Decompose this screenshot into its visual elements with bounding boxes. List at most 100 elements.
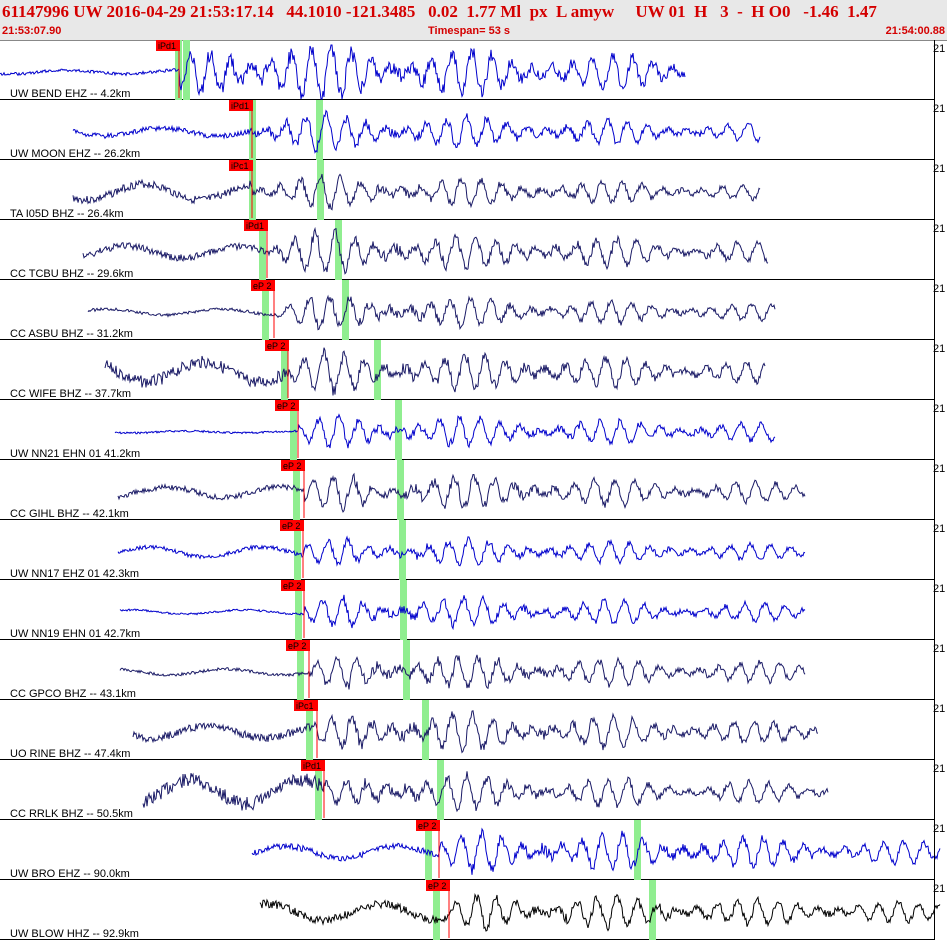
station-label: TA I05D BHZ -- 26.4km — [10, 208, 124, 220]
trace-row[interactable]: iPd1 CC TCBU BHZ -- 29.6km 21 — [0, 220, 945, 280]
pick-flag[interactable] — [275, 400, 299, 411]
trace-row[interactable]: iPc1 UO RINE BHZ -- 47.4km 21 — [0, 700, 945, 760]
station-label: CC GPCO BHZ -- 43.1km — [10, 688, 136, 700]
pick-label: eP 2 — [253, 281, 271, 291]
station-label: UW NN17 EHZ 01 42.3km — [10, 568, 139, 580]
waveform — [132, 710, 819, 754]
waveform — [117, 472, 806, 513]
station-label: UW MOON EHZ -- 26.2km — [10, 148, 140, 160]
trace-row[interactable]: eP 2 UW NN17 EHZ 01 42.3km 21 — [0, 520, 945, 580]
waveform — [251, 827, 941, 875]
amplitude-scale: 21 — [933, 343, 945, 355]
pick-label: iPd1 — [246, 221, 264, 231]
amplitude-scale: 21 — [933, 163, 945, 175]
pick-flag[interactable] — [281, 460, 305, 471]
amplitude-scale: 21 — [933, 643, 945, 655]
waveform — [82, 226, 769, 275]
pick-label: iPd1 — [231, 101, 249, 111]
pick-flag[interactable] — [265, 340, 289, 351]
trace-row[interactable]: iPd1 CC RRLK BHZ -- 50.5km 21 — [0, 760, 945, 820]
amplitude-scale: 21 — [933, 103, 945, 115]
trace-row[interactable]: eP 2 UW BLOW HHZ -- 92.9km 21 — [0, 880, 945, 940]
station-label: UW BEND EHZ -- 4.2km — [10, 88, 130, 100]
phase-marker[interactable] — [342, 280, 349, 340]
waveform — [117, 535, 806, 567]
trace-row[interactable]: eP 2 UW BRO EHZ -- 90.0km 21 — [0, 820, 945, 880]
pick-flag[interactable] — [294, 700, 318, 711]
amplitude-scale: 21 — [933, 283, 945, 295]
trace-row[interactable]: eP 2 UW NN19 EHN 01 42.7km 21 — [0, 580, 945, 640]
event-title: 61147996 UW 2016-04-29 21:53:17.14 44.10… — [2, 2, 877, 21]
pick-flag[interactable] — [286, 640, 310, 651]
phase-marker[interactable] — [437, 760, 444, 820]
station-label: CC WIFE BHZ -- 37.7km — [10, 388, 131, 400]
start-time: 21:53:07.90 — [2, 25, 62, 37]
station-label: UW BLOW HHZ -- 92.9km — [10, 928, 139, 940]
pick-label: iPd1 — [158, 41, 176, 51]
amplitude-scale: 21 — [933, 43, 945, 55]
pick-label: iPc1 — [296, 701, 314, 711]
trace-row[interactable]: eP 2 CC GIHL BHZ -- 42.1km 21 — [0, 460, 945, 520]
trace-row[interactable]: eP 2 CC GPCO BHZ -- 43.1km 21 — [0, 640, 945, 700]
timespan-label: Timespan= 53 s — [428, 25, 511, 37]
phase-marker[interactable] — [433, 880, 440, 940]
waveform — [259, 892, 941, 932]
phase-marker[interactable] — [297, 640, 304, 700]
trace-row[interactable]: iPd1 UW MOON EHZ -- 26.2km 21 — [0, 100, 945, 160]
phase-marker[interactable] — [259, 220, 266, 280]
pick-flag[interactable] — [301, 760, 325, 771]
amplitude-scale: 21 — [933, 883, 945, 895]
pick-flag[interactable] — [229, 160, 253, 171]
phase-marker[interactable] — [397, 460, 404, 520]
trace-row[interactable]: iPc1 TA I05D BHZ -- 26.4km 21 — [0, 160, 945, 220]
amplitude-scale: 21 — [933, 823, 945, 835]
waveform — [0, 44, 686, 100]
pick-label: eP 2 — [428, 881, 446, 891]
amplitude-scale: 21 — [933, 583, 945, 595]
pick-label: eP 2 — [282, 521, 300, 531]
phase-marker[interactable] — [294, 520, 301, 580]
pick-flag[interactable] — [281, 580, 305, 591]
trace-row[interactable]: iPd1 UW BEND EHZ -- 4.2km 21 — [0, 40, 945, 100]
amplitude-scale: 21 — [933, 523, 945, 535]
phase-marker[interactable] — [295, 580, 302, 640]
waveform — [119, 594, 806, 631]
pick-flag[interactable] — [251, 280, 275, 291]
pick-flag[interactable] — [280, 520, 304, 531]
phase-marker[interactable] — [290, 400, 297, 460]
seismogram-panel[interactable]: iPd1 UW BEND EHZ -- 4.2km 21 iPd1 UW MOON EH… — [0, 40, 947, 940]
pick-flag[interactable] — [416, 820, 440, 831]
pick-label: eP 2 — [283, 461, 301, 471]
waveform — [114, 413, 776, 449]
pick-label: eP 2 — [418, 821, 436, 831]
phase-marker[interactable] — [316, 100, 323, 160]
phase-marker[interactable] — [403, 640, 410, 700]
phase-marker[interactable] — [374, 340, 381, 400]
trace-row[interactable]: eP 2 CC WIFE BHZ -- 37.7km 21 — [0, 340, 945, 400]
phase-marker[interactable] — [335, 220, 342, 280]
pick-flag[interactable] — [426, 880, 450, 891]
phase-marker[interactable] — [399, 520, 406, 580]
station-label: UW NN19 EHN 01 42.7km — [10, 628, 140, 640]
station-label: CC GIHL BHZ -- 42.1km — [10, 508, 129, 520]
station-label: CC RRLK BHZ -- 50.5km — [10, 808, 133, 820]
phase-marker[interactable] — [317, 160, 324, 220]
amplitude-scale: 21 — [933, 223, 945, 235]
amplitude-scale: 21 — [933, 403, 945, 415]
phase-marker[interactable] — [422, 700, 429, 760]
waveform — [72, 109, 761, 154]
phase-marker[interactable] — [395, 400, 402, 460]
waveform — [142, 771, 829, 813]
end-time: 21:54:00.88 — [885, 25, 945, 37]
pick-flag[interactable] — [244, 220, 268, 231]
pick-flag[interactable] — [156, 40, 180, 51]
event-header: 61147996 UW 2016-04-29 21:53:17.14 44.10… — [0, 0, 947, 41]
waveform — [87, 294, 776, 331]
station-label: CC TCBU BHZ -- 29.6km — [10, 268, 133, 280]
phase-marker[interactable] — [262, 280, 269, 340]
trace-row[interactable]: eP 2 UW NN21 EHN 01 41.2km 21 — [0, 400, 945, 460]
station-label: CC ASBU BHZ -- 31.2km — [10, 328, 133, 340]
trace-row[interactable]: eP 2 CC ASBU BHZ -- 31.2km 21 — [0, 280, 945, 340]
amplitude-scale: 21 — [933, 703, 945, 715]
pick-flag[interactable] — [229, 100, 253, 111]
